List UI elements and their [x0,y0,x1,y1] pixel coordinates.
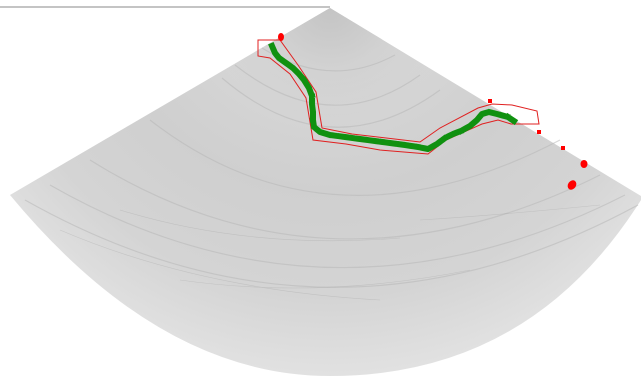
red-marker [537,130,541,134]
red-markers [278,33,588,190]
red-marker [488,99,492,103]
red-marker [567,180,577,190]
red-boundary-outline [257,39,540,155]
red-marker [561,146,565,150]
red-marker [580,160,588,168]
apex-shadow [10,8,641,376]
speckle-bands [59,204,601,301]
green-trace [268,42,519,152]
green-trace-line [268,42,519,152]
red-marker [278,33,284,41]
